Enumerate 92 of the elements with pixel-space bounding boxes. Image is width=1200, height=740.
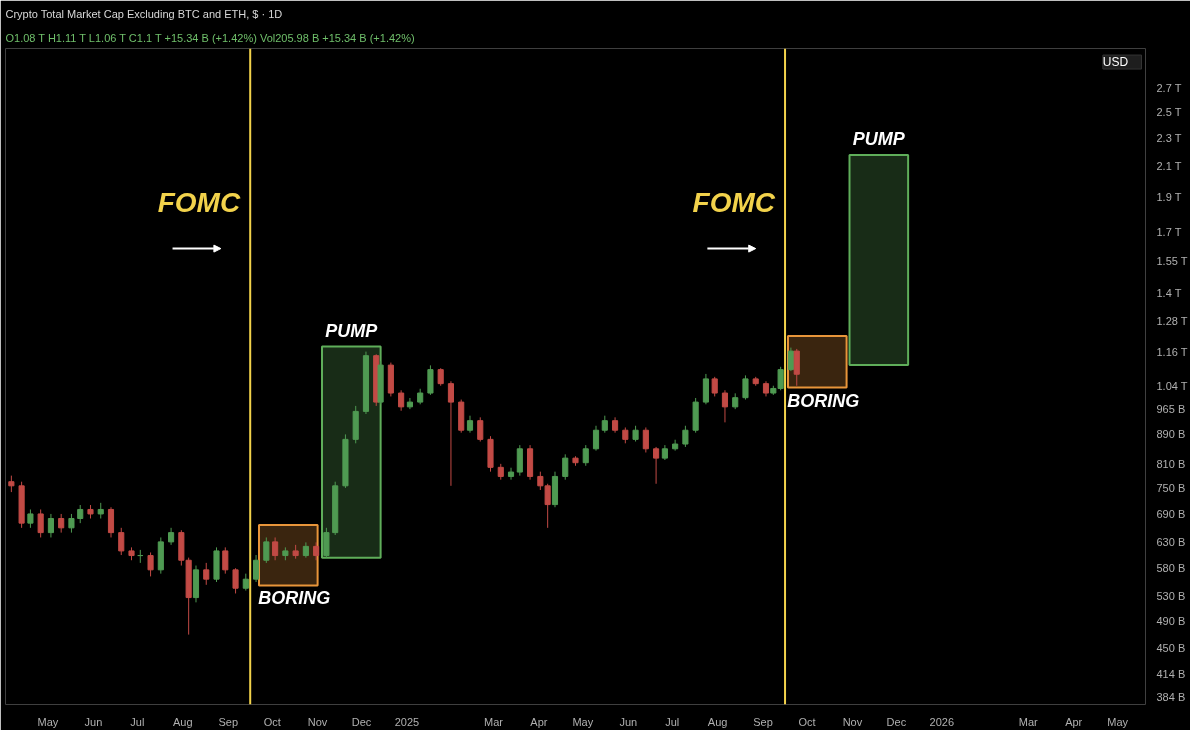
- y-tick-label: 2.5 T: [1156, 105, 1182, 118]
- y-tick-label: 1.9 T: [1156, 191, 1182, 204]
- candlestick: [232, 567, 239, 594]
- ref-line-label: FOMC: [692, 187, 776, 219]
- y-tick-label: 2.7 T: [1156, 81, 1182, 94]
- candlestick: [58, 513, 65, 534]
- candlestick: [68, 513, 75, 534]
- y-tick-label: 630 B: [1156, 536, 1186, 549]
- x-tick-label: Nov: [842, 715, 863, 728]
- x-tick-label: Aug: [173, 715, 193, 728]
- bar: [848, 153, 910, 367]
- candlestick: [721, 389, 729, 423]
- chart-subtitle: O1.08 T H1.11 T L1.06 T C1.1 T +15.34 B (+1.42%) Vol205.98 B +15.34 B (+1.42%): [5, 31, 415, 44]
- x-tick-label: Sep: [753, 715, 773, 728]
- x-tick-label: May: [37, 715, 59, 728]
- candlestick: [507, 467, 515, 481]
- x-tick-label: Oct: [798, 715, 816, 728]
- y-tick-label: 1.55 T: [1156, 255, 1188, 268]
- x-tick-label: Apr: [530, 715, 548, 728]
- x-tick-label: Apr: [1065, 715, 1083, 728]
- y-tick-label: 690 B: [1156, 507, 1186, 520]
- y-tick-label: 1.04 T: [1156, 379, 1188, 392]
- candlestick: [653, 446, 660, 485]
- candlestick: [77, 504, 84, 524]
- candlestick: [447, 380, 455, 487]
- x-tick-label: Jul: [665, 715, 680, 728]
- x-tick-label: Jul: [130, 715, 145, 728]
- candlestick: [263, 536, 270, 564]
- series-label: PUMP: [325, 320, 379, 341]
- candlestick: [672, 439, 679, 452]
- candlestick: [562, 453, 569, 481]
- bar: [786, 335, 848, 389]
- y-tick-label: 2.3 T: [1156, 131, 1182, 144]
- candlestick: [107, 506, 115, 538]
- annotation: USD: [1102, 55, 1129, 70]
- candlestick: [642, 426, 649, 453]
- y-tick-label: 1.16 T: [1156, 345, 1188, 358]
- y-tick-label: 890 B: [1156, 428, 1186, 441]
- series-label: BORING: [258, 588, 331, 609]
- ref-line-label: FOMC: [157, 187, 241, 219]
- y-tick-label: 810 B: [1156, 457, 1186, 470]
- x-tick-label: 2026: [929, 715, 955, 728]
- candlestick: [477, 416, 484, 443]
- y-tick-label: 450 B: [1156, 641, 1186, 654]
- candlestick: [711, 376, 718, 397]
- candlestick: [398, 389, 405, 412]
- x-tick-label: Dec: [886, 715, 907, 728]
- candlestick: [427, 364, 434, 396]
- candlestick: [592, 425, 600, 452]
- x-tick-label: Aug: [707, 715, 728, 728]
- y-tick-label: 2.1 T: [1156, 160, 1182, 173]
- y-tick-label: 414 B: [1156, 667, 1186, 680]
- y-tick-label: 965 B: [1156, 403, 1186, 416]
- x-tick-label: Dec: [351, 715, 372, 728]
- candlestick: [47, 513, 54, 538]
- y-tick-label: 1.4 T: [1156, 286, 1182, 299]
- x-tick-label: Jun: [84, 715, 103, 728]
- candlestick: [37, 508, 44, 538]
- candlestick: [272, 536, 279, 561]
- candlestick: [27, 508, 34, 529]
- candlestick: [323, 527, 330, 559]
- series-label: BORING: [787, 390, 860, 411]
- y-tick-label: 580 B: [1156, 562, 1186, 575]
- candlestick: [793, 348, 800, 387]
- y-tick-label: 1.28 T: [1156, 314, 1188, 327]
- x-tick-label: Oct: [263, 715, 281, 728]
- x-tick-label: Sep: [218, 715, 239, 728]
- y-tick-label: 384 B: [1156, 691, 1186, 704]
- x-tick-label: Mar: [483, 715, 504, 728]
- x-tick-label: Mar: [1018, 715, 1039, 728]
- candlestick: [118, 527, 125, 556]
- candlestick: [582, 444, 589, 467]
- candlestick: [742, 374, 749, 401]
- candlestick: [787, 347, 794, 372]
- candlestick: [682, 425, 689, 448]
- x-tick-label: 2025: [394, 715, 420, 728]
- candlestick: [147, 551, 154, 577]
- x-tick-label: May: [1107, 715, 1129, 728]
- chart-title: Crypto Total Market Cap Excluding BTC and ETH, $ · 1D: [5, 7, 283, 20]
- y-tick-label: 750 B: [1156, 481, 1186, 494]
- x-tick-label: Nov: [307, 715, 328, 728]
- candlestick: [253, 554, 260, 583]
- candlestick: [222, 546, 229, 575]
- y-tick-label: 1.7 T: [1156, 226, 1182, 239]
- candlestick: [516, 444, 523, 477]
- y-tick-label: 530 B: [1156, 590, 1186, 603]
- candlestick: [702, 373, 709, 405]
- candlestick: [203, 562, 210, 586]
- x-tick-label: May: [572, 715, 594, 728]
- y-tick-label: 490 B: [1156, 614, 1186, 627]
- series-label: PUMP: [852, 128, 906, 149]
- x-tick-label: Jun: [619, 715, 638, 728]
